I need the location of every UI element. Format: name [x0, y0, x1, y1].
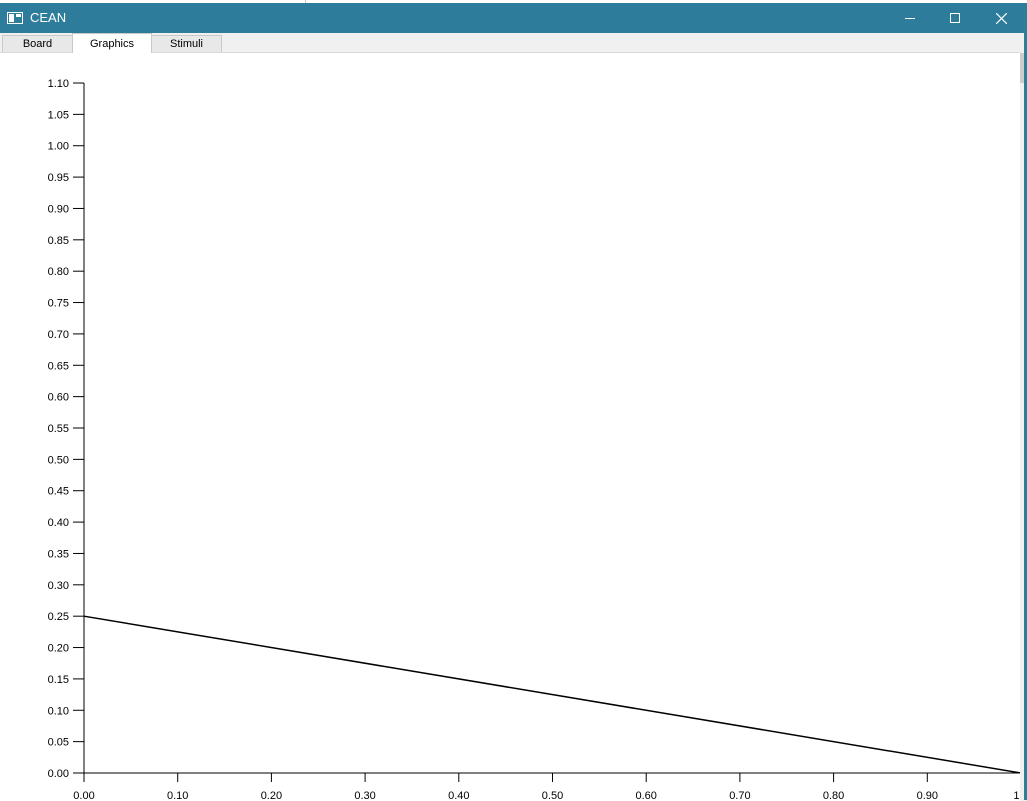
maximize-button[interactable] [932, 3, 978, 33]
y-tick-label: 0.25 [48, 611, 69, 623]
y-tick-label: 0.90 [48, 203, 69, 215]
y-tick-label: 0.15 [48, 674, 69, 686]
tab-board[interactable]: Board [2, 35, 73, 52]
y-tick-label: 0.30 [48, 580, 69, 592]
y-tick-label: 0.65 [48, 360, 69, 372]
x-tick-label: 0.20 [261, 790, 282, 801]
tab-bar: Board Graphics Stimuli [0, 33, 1027, 53]
y-tick-label: 0.00 [48, 768, 69, 780]
window-title: CEAN [30, 10, 66, 26]
y-tick-label: 0.45 [48, 486, 69, 498]
x-tick-label: 0.50 [542, 790, 563, 801]
y-tick-label: 0.95 [48, 172, 69, 184]
tab-stimuli[interactable]: Stimuli [151, 35, 222, 52]
y-tick-label: 1.05 [48, 109, 69, 121]
title-bar[interactable]: CEAN [0, 3, 1027, 33]
y-tick-label: 1.00 [48, 141, 69, 153]
y-tick-label: 0.80 [48, 266, 69, 278]
maximize-icon [950, 13, 960, 23]
x-tick-label: 0.40 [448, 790, 469, 801]
x-tick-label: 0.60 [635, 790, 656, 801]
x-tick-label: 0.70 [729, 790, 750, 801]
y-tick-label: 0.20 [48, 643, 69, 655]
graphics-panel: 0.00 0.05 0.10 0.15 0.20 0.25 0.30 0.35 0.40 0.45… [0, 52, 1020, 801]
x-tick-label: 0.10 [167, 790, 188, 801]
series-line [84, 616, 1020, 773]
y-tick-label: 0.55 [48, 423, 69, 435]
minimize-button[interactable] [887, 3, 933, 33]
y-tick-label: 0.70 [48, 329, 69, 341]
y-tick-label: 0.35 [48, 548, 69, 560]
y-tick-label: 0.05 [48, 737, 69, 749]
x-tick-label: 0.80 [823, 790, 844, 801]
close-button[interactable] [978, 3, 1024, 33]
close-icon [996, 13, 1007, 24]
tab-graphics[interactable]: Graphics [72, 33, 152, 53]
x-tick-label: 0.00 [73, 790, 94, 801]
x-tick-label: 1.0 [1013, 790, 1020, 801]
app-window-icon [7, 12, 23, 24]
y-tick-label: 0.75 [48, 298, 69, 310]
y-tick-label: 0.10 [48, 705, 69, 717]
y-tick-label: 0.40 [48, 517, 69, 529]
line-chart: 0.00 0.05 0.10 0.15 0.20 0.25 0.30 0.35 0.40 0.45… [0, 53, 1020, 801]
y-tick-label: 0.60 [48, 392, 69, 404]
x-tick-label: 0.90 [917, 790, 938, 801]
y-tick-label: 1.10 [48, 78, 69, 90]
minimize-icon [905, 13, 915, 23]
y-tick-label: 0.85 [48, 235, 69, 247]
y-tick-label: 0.50 [48, 454, 69, 466]
x-tick-label: 0.30 [354, 790, 375, 801]
